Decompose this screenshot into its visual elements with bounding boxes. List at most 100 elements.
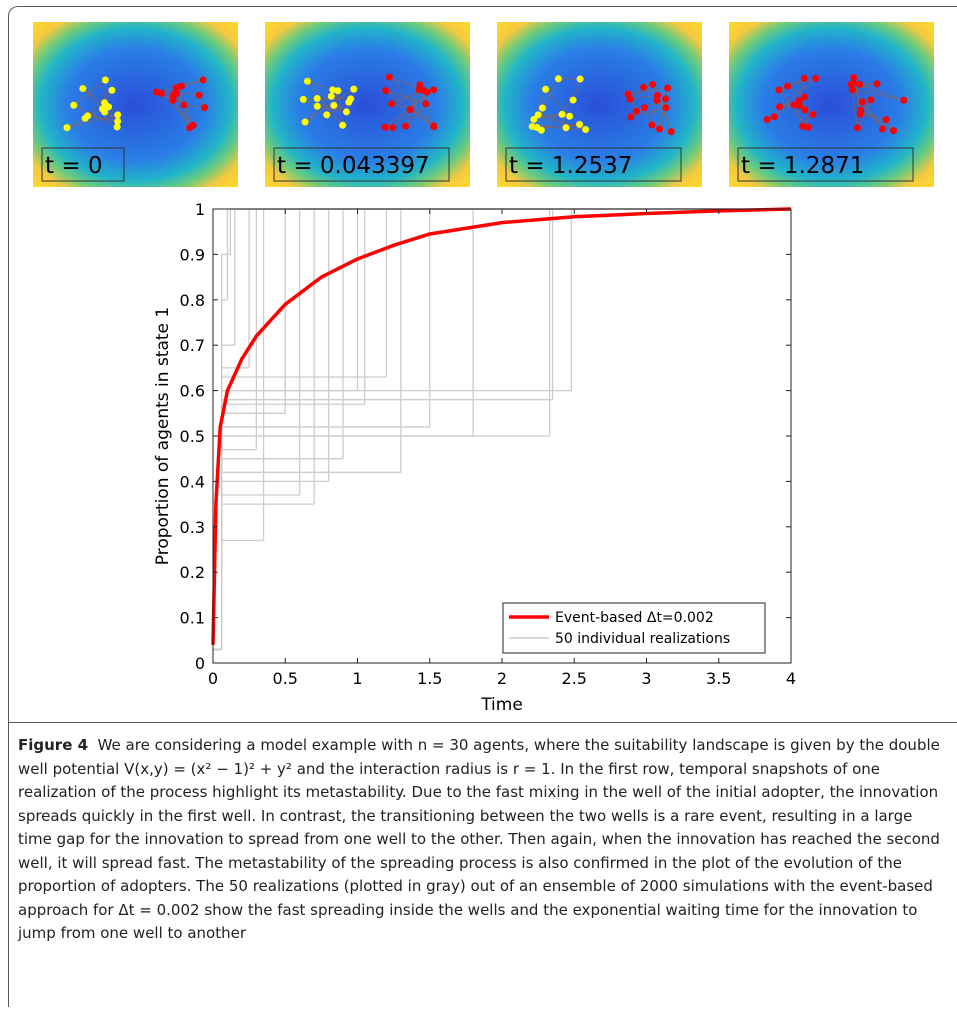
time-label-box bbox=[41, 147, 125, 182]
x-tick-label: 1 bbox=[352, 669, 362, 688]
snapshot-background bbox=[497, 22, 702, 187]
agent bbox=[63, 124, 71, 132]
agent bbox=[848, 86, 856, 94]
agent bbox=[790, 101, 798, 109]
agent bbox=[878, 125, 886, 133]
agent bbox=[775, 86, 783, 94]
y-tick-label: 0.4 bbox=[180, 472, 205, 491]
y-tick-label: 0.2 bbox=[180, 563, 205, 582]
y-tick-label: 0.1 bbox=[180, 609, 205, 628]
y-tick-label: 0 bbox=[195, 654, 205, 673]
edge bbox=[766, 78, 817, 120]
agent bbox=[299, 95, 307, 103]
agent bbox=[114, 117, 122, 125]
agent bbox=[108, 86, 116, 94]
agent bbox=[801, 106, 809, 114]
x-tick-label: 4 bbox=[786, 669, 796, 688]
agent bbox=[850, 79, 858, 87]
agent bbox=[795, 97, 803, 105]
agent bbox=[84, 112, 92, 120]
time-label: t = 1.2871 bbox=[741, 153, 864, 179]
edge bbox=[793, 104, 804, 127]
agent bbox=[867, 96, 875, 104]
agent bbox=[882, 116, 890, 124]
mean-line bbox=[211, 207, 792, 645]
agent bbox=[538, 104, 546, 112]
agent bbox=[171, 89, 179, 97]
edge bbox=[161, 93, 194, 126]
x-tick-label: 1.5 bbox=[417, 669, 442, 688]
edge bbox=[388, 76, 435, 128]
agent bbox=[857, 106, 865, 114]
agent bbox=[422, 100, 430, 108]
agent bbox=[662, 95, 670, 103]
edge bbox=[542, 78, 559, 109]
agent bbox=[667, 128, 675, 136]
edge bbox=[659, 98, 667, 130]
agent bbox=[382, 87, 390, 95]
edge bbox=[852, 89, 904, 101]
agent bbox=[301, 118, 309, 126]
agent bbox=[323, 111, 331, 119]
agent bbox=[576, 120, 584, 128]
edge bbox=[307, 80, 344, 126]
agent bbox=[342, 108, 350, 116]
agent bbox=[812, 74, 820, 82]
agent bbox=[582, 125, 590, 133]
caption-rule bbox=[8, 722, 957, 723]
edge bbox=[860, 113, 887, 121]
y-tick-label: 0.7 bbox=[180, 336, 205, 355]
agent bbox=[313, 95, 321, 103]
x-tick-label: 2.5 bbox=[562, 669, 587, 688]
edge bbox=[627, 87, 668, 95]
edge bbox=[652, 84, 672, 132]
caption-label: Figure 4 bbox=[18, 736, 89, 754]
caption-text: We are considering a model example with … bbox=[18, 736, 940, 942]
agent bbox=[177, 82, 185, 90]
agent bbox=[406, 106, 414, 114]
snapshot-background bbox=[265, 22, 470, 187]
agent bbox=[113, 123, 121, 131]
agent bbox=[101, 99, 109, 107]
edge bbox=[304, 88, 355, 123]
agent bbox=[70, 101, 78, 109]
agent bbox=[313, 102, 321, 110]
agent bbox=[350, 85, 358, 93]
edge bbox=[545, 88, 570, 117]
edge bbox=[337, 90, 344, 126]
agent bbox=[186, 124, 194, 132]
agent bbox=[381, 123, 389, 131]
agent bbox=[648, 121, 656, 129]
agent bbox=[330, 101, 338, 109]
agent bbox=[385, 73, 393, 81]
agent bbox=[562, 124, 570, 132]
agent bbox=[101, 76, 109, 84]
y-axis-label: Proportion of agents in state 1 bbox=[153, 307, 173, 565]
edge bbox=[857, 99, 872, 129]
edge bbox=[66, 114, 118, 129]
agent bbox=[770, 113, 778, 121]
edge bbox=[172, 100, 191, 129]
agent bbox=[624, 90, 632, 98]
agent bbox=[801, 93, 809, 101]
agent bbox=[201, 104, 209, 112]
edge bbox=[181, 79, 204, 87]
agent bbox=[784, 82, 792, 90]
agent bbox=[388, 100, 396, 108]
agent bbox=[640, 104, 648, 112]
edge bbox=[409, 109, 435, 128]
edge bbox=[541, 99, 574, 131]
agent bbox=[627, 113, 635, 121]
agent bbox=[339, 121, 347, 129]
agent bbox=[653, 96, 661, 104]
agent bbox=[389, 124, 397, 132]
agent bbox=[347, 95, 355, 103]
agent bbox=[900, 96, 908, 104]
edge bbox=[405, 103, 427, 127]
agent bbox=[763, 116, 771, 124]
time-label-box bbox=[273, 147, 450, 182]
agent bbox=[856, 80, 864, 88]
agent bbox=[419, 86, 427, 94]
agent bbox=[569, 96, 577, 104]
agent bbox=[873, 80, 881, 88]
